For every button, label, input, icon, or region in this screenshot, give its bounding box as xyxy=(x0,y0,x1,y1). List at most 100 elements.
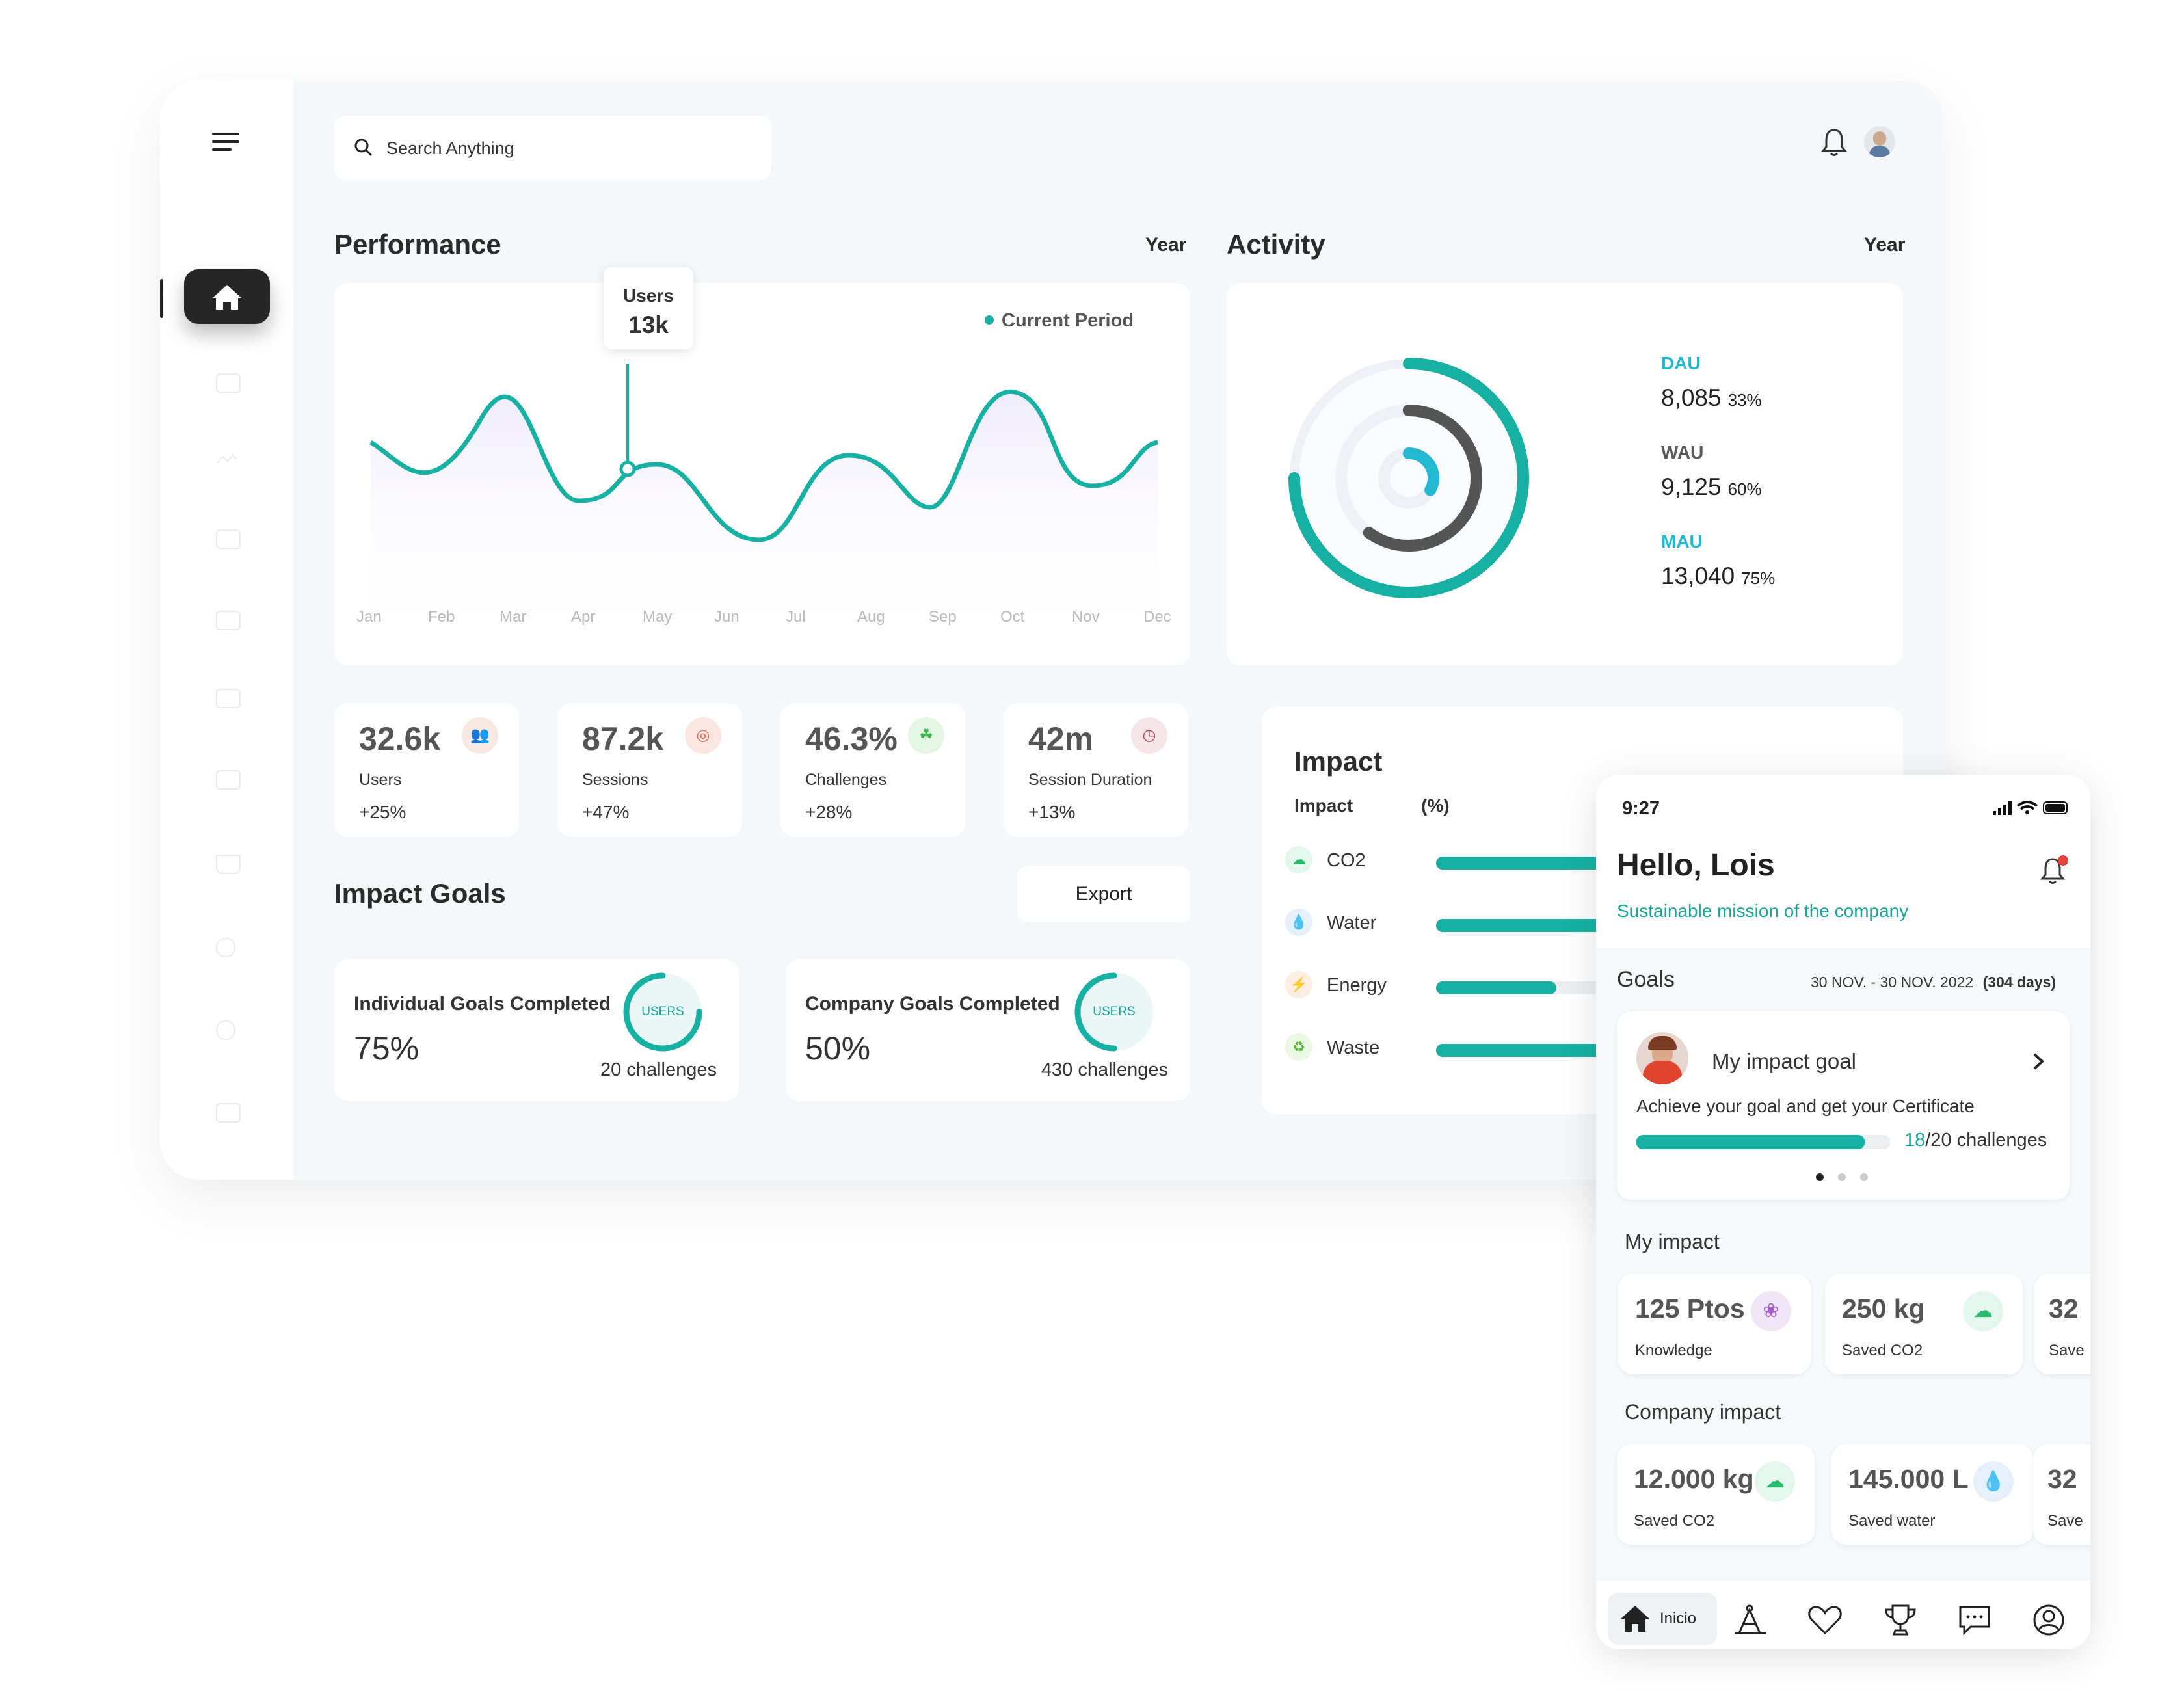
activity-label: DAU xyxy=(1661,353,1701,373)
stat-label: Challenges xyxy=(805,771,887,789)
sidebar-item-settings[interactable] xyxy=(216,1020,235,1040)
goals-title: Goals xyxy=(1617,967,1675,992)
goal-card-title: Company Goals Completed xyxy=(805,993,1060,1015)
impact-card[interactable]: 125 Ptos Knowledge ❀ xyxy=(1618,1274,1811,1374)
performance-chart xyxy=(369,364,1158,647)
activity-value: 13,040 xyxy=(1661,563,1735,589)
goal-card[interactable]: My impact goal Achieve your goal and get… xyxy=(1617,1011,2070,1200)
performance-chart-panel: Users 13k Current Period Jan Feb Mar Apr May… xyxy=(334,267,1190,665)
goal-card-pct: 75% xyxy=(354,1030,419,1067)
chart-area xyxy=(371,392,1158,647)
goal-progress-track xyxy=(1636,1135,1890,1149)
impact-card-label: Saved CO2 xyxy=(1634,1512,1715,1530)
impact-card-label: Saved water xyxy=(1848,1512,1936,1530)
performance-period-select[interactable]: Year xyxy=(1145,234,1187,256)
notification-bell-icon[interactable] xyxy=(2038,854,2071,888)
users-icon: 👥 xyxy=(462,717,498,754)
plug-icon: ⚡ xyxy=(1285,971,1312,998)
impact-row-label: Energy xyxy=(1327,975,1387,996)
sidebar-item-cart[interactable] xyxy=(216,855,241,874)
chat-icon[interactable] xyxy=(1958,1603,1991,1637)
challenges-icon[interactable] xyxy=(1734,1603,1768,1637)
activity-label: MAU xyxy=(1661,531,1703,552)
brain-icon: ❀ xyxy=(1751,1291,1791,1331)
activity-donut xyxy=(1288,358,1529,598)
sidebar-item-help[interactable] xyxy=(216,938,235,957)
activity-pct: 75% xyxy=(1741,568,1776,588)
impact-card-label: Save xyxy=(2049,1342,2084,1359)
activity-item-mau: MAU 13,040 75% xyxy=(1661,531,1856,590)
trophy-icon[interactable] xyxy=(1884,1603,1917,1637)
impact-card-label: Saved CO2 xyxy=(1842,1342,1923,1359)
status-time: 9:27 xyxy=(1622,798,1660,819)
profile-icon[interactable] xyxy=(2032,1603,2066,1637)
goal-done: 18 xyxy=(1904,1130,1926,1151)
goals-range: 30 NOV. - 30 NOV. 2022 (304 days) xyxy=(1811,974,2056,991)
stat-change: +13% xyxy=(1028,802,1076,822)
goal-progress-ring xyxy=(623,972,702,1052)
heart-icon[interactable] xyxy=(1807,1603,1843,1637)
chevron-right-icon[interactable] xyxy=(2031,1052,2047,1071)
search-input[interactable] xyxy=(385,134,752,163)
impact-card-value: 250 kg xyxy=(1842,1294,1925,1324)
sidebar-item-analytics[interactable] xyxy=(216,451,238,466)
x-tick-label: Nov xyxy=(1072,608,1100,626)
carousel-dots[interactable] xyxy=(1816,1173,1868,1184)
sidebar-item-list[interactable] xyxy=(216,529,241,549)
impact-card[interactable]: 12.000 kg Saved CO2 ☁ xyxy=(1617,1444,1815,1545)
avatar[interactable] xyxy=(1864,126,1895,157)
activity-value: 9,125 xyxy=(1661,473,1722,500)
nav-home[interactable]: Inicio xyxy=(1608,1593,1717,1645)
goal-summary-card[interactable]: Company Goals Completed 50% USERS 430 chall… xyxy=(786,959,1190,1101)
nav-home-label: Inicio xyxy=(1660,1610,1697,1627)
impact-card-value: 145.000 L xyxy=(1848,1464,1969,1494)
activity-panel: DAU 8,085 33% WAU 9,125 60% MAU 13,040 75% xyxy=(1227,283,1903,665)
goal-title: My impact goal xyxy=(1712,1049,1856,1073)
x-tick-label: Apr xyxy=(571,608,596,626)
sidebar-item-mail[interactable] xyxy=(216,689,241,708)
goal-progress-ring xyxy=(1074,972,1154,1052)
sidebar-item-folder[interactable] xyxy=(216,373,241,393)
activity-item-wau: WAU 9,125 60% xyxy=(1661,442,1856,501)
cloud-icon: ☁ xyxy=(1755,1461,1795,1502)
sidebar-item-docs[interactable] xyxy=(216,1103,241,1123)
goal-description: Achieve your goal and get your Certifica… xyxy=(1636,1096,1975,1116)
activity-value-line: 13,040 75% xyxy=(1661,563,1856,590)
clock-icon: ◷ xyxy=(1131,717,1167,754)
stat-card[interactable]: 42m ◷ Session Duration +13% xyxy=(1004,703,1188,837)
activity-pct: 60% xyxy=(1727,479,1762,499)
company-impact-title: Company impact xyxy=(1625,1400,1781,1424)
impact-card[interactable]: 250 kg Saved CO2 ☁ xyxy=(1825,1274,2023,1374)
sidebar-item-chat[interactable] xyxy=(216,770,241,790)
wau-ring xyxy=(1335,405,1482,552)
x-tick-label: Jun xyxy=(714,608,739,626)
goal-summary-card[interactable]: Individual Goals Completed 75% USERS 20 cha… xyxy=(334,959,739,1101)
goal-progress-fill xyxy=(1636,1135,1865,1149)
impact-col-name: Impact xyxy=(1294,795,1353,816)
greeting: Hello, Lois xyxy=(1617,848,1775,883)
menu-icon[interactable] xyxy=(212,133,239,151)
stat-change: +25% xyxy=(359,802,406,822)
recycle-icon: ♻ xyxy=(1285,1033,1312,1061)
impact-card-value: 125 Ptos xyxy=(1635,1294,1745,1324)
stat-card[interactable]: 87.2k ◎ Sessions +47% xyxy=(557,703,742,837)
stat-card[interactable]: 32.6k 👥 Users +25% xyxy=(334,703,519,837)
cloud-icon: ☁ xyxy=(1963,1291,2003,1331)
impact-card-label: Knowledge xyxy=(1635,1342,1712,1359)
sidebar-item-calendar[interactable] xyxy=(216,611,241,630)
impact-card[interactable]: 32 Save xyxy=(2034,1274,2090,1374)
tooltip-point[interactable] xyxy=(619,460,636,477)
impact-goals-title: Impact Goals xyxy=(334,878,506,909)
chart-line xyxy=(369,390,1158,542)
search-bar[interactable] xyxy=(334,116,771,180)
stat-card[interactable]: 46.3% ☘ Challenges +28% xyxy=(780,703,965,837)
stat-value: 87.2k xyxy=(582,721,664,757)
bell-icon[interactable] xyxy=(1820,126,1848,157)
impact-card[interactable]: 32 Save xyxy=(2033,1444,2090,1545)
impact-card[interactable]: 145.000 L Saved water 💧 xyxy=(1831,1444,2033,1545)
sidebar-item-home[interactable] xyxy=(184,269,270,324)
activity-period-select[interactable]: Year xyxy=(1864,234,1906,256)
activity-value-line: 9,125 60% xyxy=(1661,473,1856,501)
export-button[interactable]: Export xyxy=(1017,866,1190,922)
home-icon xyxy=(213,285,241,310)
